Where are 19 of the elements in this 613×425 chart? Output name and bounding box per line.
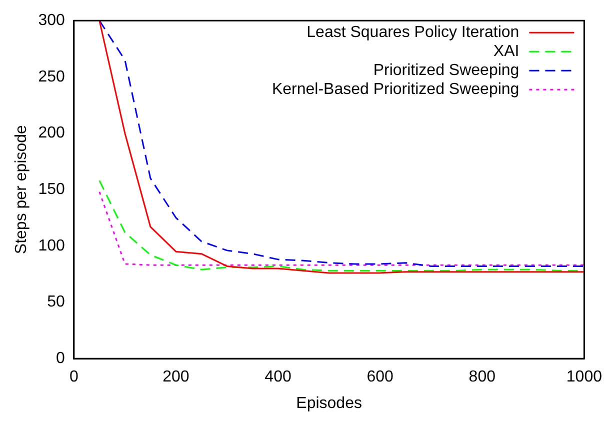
legend-label: XAI <box>493 43 520 60</box>
y-tick-label: 50 <box>47 294 65 311</box>
y-tick-label: 0 <box>56 350 65 368</box>
x-tick-label: 600 <box>366 368 394 386</box>
x-tick-label: 800 <box>468 368 496 386</box>
legend-label: Prioritized Sweeping <box>373 62 520 80</box>
y-axis-title: Steps per episode <box>13 125 30 254</box>
y-tick-label: 100 <box>38 237 65 254</box>
x-tick-label: 1000 <box>566 368 602 386</box>
y-tick-label: 200 <box>38 124 65 142</box>
y-tick-label: 300 <box>38 12 65 30</box>
x-tick-label: 400 <box>264 368 292 386</box>
x-tick-label: 0 <box>69 368 78 386</box>
y-tick-label: 250 <box>38 68 65 86</box>
x-tick-label: 200 <box>162 368 190 386</box>
legend-label: Least Squares Policy Iteration <box>306 24 520 42</box>
y-tick-label: 150 <box>38 181 65 198</box>
x-axis-title: Episodes <box>296 394 362 412</box>
legend-label: Kernel-Based Prioritized Sweeping <box>272 81 520 98</box>
